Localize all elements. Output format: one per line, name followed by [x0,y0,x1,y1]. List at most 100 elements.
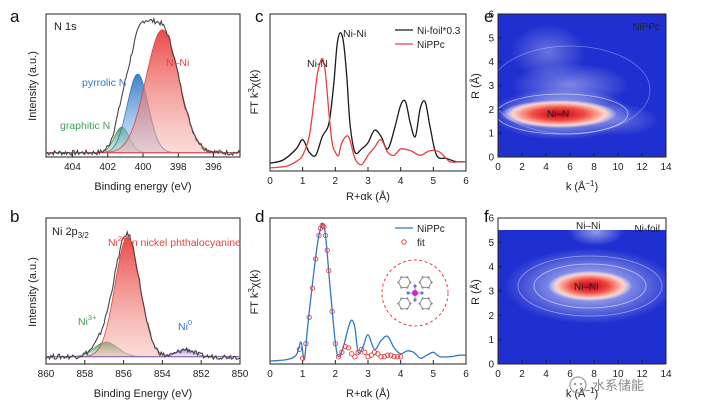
x-tick-label: 850 [232,369,249,380]
panel-label-f: f [484,207,489,226]
x-tick-label: 2 [333,369,339,380]
fit-components-a [46,29,240,154]
nickel-atom [412,290,418,296]
x-axis-label-a: Binding energy (eV) [94,181,191,193]
molecule-structure [397,276,433,310]
y-tick-label: 4 [488,57,494,68]
fit-point [342,343,348,350]
fit-point [326,267,332,274]
x-tick-label: 2 [519,369,525,380]
fit-point [296,346,303,353]
x-tick-label: 6 [463,176,469,187]
y-axis-label-a: Intensity (a.u.) [27,51,39,121]
x-tick-label: 2 [519,162,525,173]
atom [406,307,409,310]
series-lines-c [269,32,467,169]
fit-point [398,354,404,360]
x-tick-label: 4 [398,369,404,380]
x-tick-label: 3 [365,176,371,187]
watermark-text: 水系储能 [592,378,644,393]
xps-data-line-b [45,229,241,361]
xps-data-line-a [45,17,241,157]
y-tick-label: 0 [488,153,494,164]
atom [427,297,430,300]
atom [427,307,430,310]
y-axis-label-d: FT k3χ(k) [247,270,261,315]
panel-e-title: NiPPc [632,22,660,33]
x-axis-label-f: k (Å−1) [566,386,598,400]
y-tick-label: 1 [488,129,494,140]
label-ni0: Ni0 [178,318,192,333]
y-axis-label-e: R (Å) [469,73,482,99]
hotspot-label-ni-ni-upper: Ni–Ni [576,221,600,232]
y-tick-label: 0 [488,360,494,371]
x-tick-label: 858 [76,369,93,380]
hotspot-label-ni-ni: Ni–Ni [574,282,598,293]
panel-f: f Ni-foil Ni–Ni Ni–Ni 0 2 4 6 8 10 12 140123456… [469,207,672,400]
fit-point [358,346,365,353]
y-axis-label-c: FT k3χ(k) [247,70,261,115]
x-tick-label: 854 [154,369,171,380]
fit-point [362,349,368,355]
fit-point [388,352,394,358]
atom [421,286,424,289]
fit-point [332,340,338,347]
panel-label-e: e [484,7,493,26]
nitrogen-atom [413,298,417,302]
contour-line [533,263,647,309]
atom [418,281,421,284]
label-graphitic-n: graphitic N [60,120,110,132]
contour-lobe [568,230,624,246]
plot-frame-b [45,217,241,365]
atom [427,276,430,279]
label-ni2-phthalocyanine: Ni2+ in nickel phthalocyanine [108,234,241,249]
fit-point [309,285,316,291]
fit-point [345,345,352,351]
x-tick-label: 12 [636,369,648,380]
panel-label-a: a [10,7,20,26]
label-ni-n: Ni-N [307,58,328,70]
fit-components-b [46,236,240,358]
x-axis-label-b: Binding Energy (eV) [94,388,192,400]
x-tick-label: 852 [193,369,210,380]
x-tick-label: 0 [495,369,501,380]
label-ni-ni: Ni-Ni [343,28,366,40]
legend-text-fit: fit [417,238,425,249]
x-tick-label: 4 [398,176,404,187]
x-axis-ticks-c: 0 1 2 3 4 5 6 [267,167,469,187]
x-tick-label: 1 [300,369,306,380]
series-line [269,222,467,362]
fit-point [368,352,374,358]
x-tick-label: 12 [636,162,648,173]
fit-point [355,349,361,355]
atom [421,276,424,279]
y-axis-label-f: R (Å) [469,279,482,305]
nitrogen-atom [413,284,417,288]
legend-swatch-fit [401,239,407,245]
y-axis-label-b: Intensity (a.u.) [27,257,39,327]
fit-point [316,232,322,239]
x-tick-label: 396 [205,162,222,173]
label-pyrrolic-n: pyrrolic N [82,77,126,89]
atom [400,297,403,300]
legend-text-nippc-d: NiPPc [417,224,445,235]
x-tick-label: 14 [660,369,672,380]
fit-point [329,308,335,315]
x-tick-label: 14 [660,162,672,173]
x-tick-label: 2 [333,176,339,187]
x-tick-label: 8 [591,369,597,380]
fit-point [322,232,329,239]
nippc-molecule-inset [381,259,449,327]
series-line [269,32,467,164]
atom [400,276,403,279]
panel-d: d 0 1 2 3 4 5 6 NiPPc fit R+αk (Å) FT k3χ(k) [247,207,469,400]
fit-point [349,351,355,357]
wavelet-map-e [498,14,666,157]
x-tick-label: 856 [115,369,132,380]
fit-point [394,354,401,360]
y-tick-label: 3 [488,287,494,298]
panel-b-title: Ni 2p3/2 [52,226,89,240]
